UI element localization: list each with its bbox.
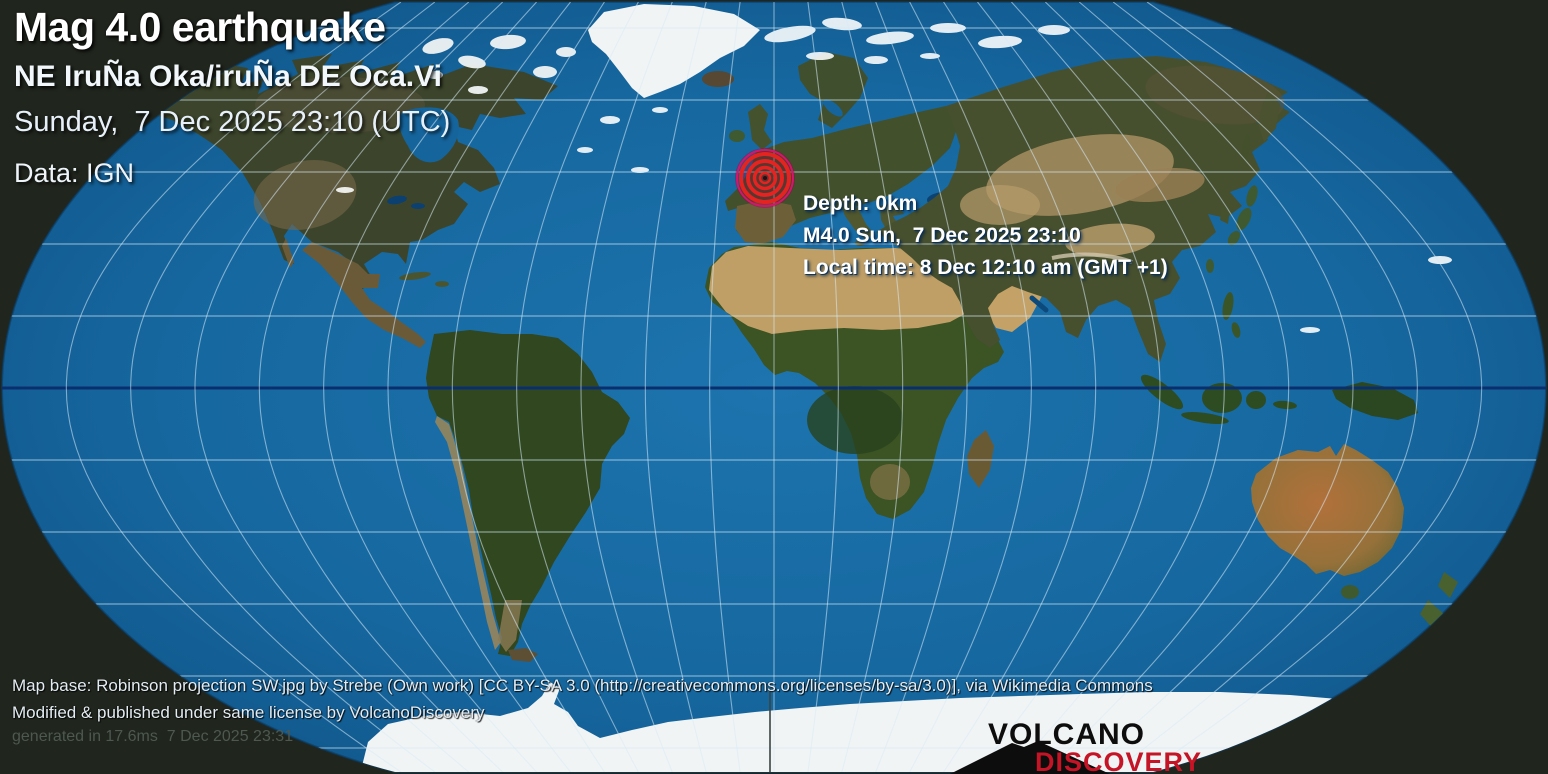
epicenter-rings-icon [735, 148, 795, 208]
himalaya [1051, 252, 1133, 264]
sakhalin [1241, 134, 1251, 162]
logo-text-volcano: VOLCANO [988, 718, 1145, 751]
kamchatka [1258, 92, 1280, 142]
quake-magnitude-time: M4.0 Sun, 7 Dec 2025 23:10 [803, 224, 1081, 247]
italy [840, 198, 874, 240]
page-title: Mag 4.0 earthquake [14, 4, 386, 50]
australia [1251, 444, 1404, 576]
iberia [735, 200, 796, 244]
ireland [729, 130, 745, 142]
congo-basin [807, 386, 903, 454]
east-siberia [1145, 65, 1285, 125]
japan [1227, 185, 1258, 246]
volcanodiscovery-logo: VOLCANO DISCOVERY [950, 706, 1260, 774]
quake-depth: Depth: 0km [803, 192, 918, 215]
patagonia [498, 600, 522, 652]
sahara [709, 246, 972, 334]
canada-tundra [255, 77, 425, 133]
andes [435, 416, 501, 650]
gobi [1115, 167, 1205, 203]
tasmania [1341, 585, 1359, 599]
cuba [399, 271, 431, 281]
taiwan [1206, 259, 1214, 273]
hispaniola [435, 281, 449, 287]
arctic-islands [422, 34, 576, 94]
iceland [702, 71, 734, 87]
philippines [1222, 292, 1241, 338]
quake-datetime-utc: Sunday, 7 Dec 2025 23:10 (UTC) [14, 106, 451, 138]
madagascar [967, 430, 994, 488]
us-plains [253, 160, 357, 230]
map-license-attribution: Map base: Robinson projection SW.jpg by … [12, 676, 1153, 695]
map-modified-attribution: Modified & published under same license … [12, 703, 485, 722]
generated-timestamp: generated in 17.6ms 7 Dec 2025 23:31 [12, 728, 294, 745]
quake-location: NE IruÑa Oka/iruÑa DE Oca.Vi [14, 60, 442, 93]
baltic-sea [823, 99, 843, 117]
great-lakes [387, 195, 407, 205]
persian-gulf [1029, 295, 1049, 313]
korea [1220, 206, 1230, 224]
logo-text-discovery: DISCOVERY [1035, 747, 1203, 774]
great-britain [748, 104, 772, 150]
hudson-bay [399, 107, 459, 163]
volcano-icon [950, 741, 1110, 774]
scandinavia [798, 52, 868, 128]
great-lakes-2 [411, 203, 425, 209]
data-source: Data: IGN [14, 158, 135, 188]
kalahari [870, 464, 910, 500]
tibet [1065, 223, 1155, 257]
indonesia [1140, 374, 1297, 424]
quake-local-time: Local time: 8 Dec 12:10 am (GMT +1) [803, 256, 1168, 279]
